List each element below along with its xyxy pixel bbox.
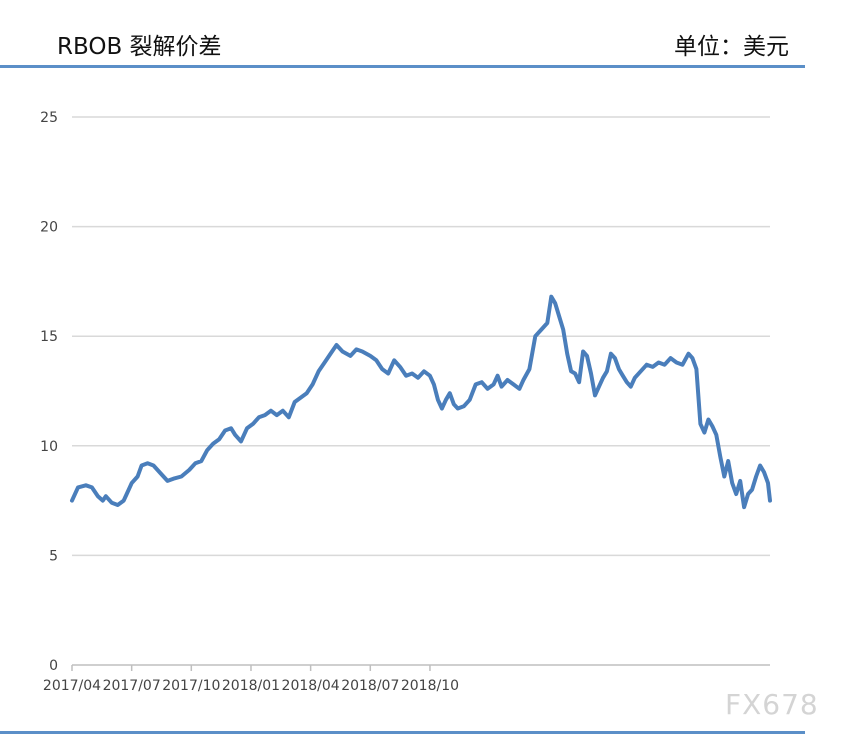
x-tick-label: 2017/04	[43, 678, 101, 694]
chart-title: RBOB 裂解价差	[57, 34, 222, 60]
y-tick-label: 20	[40, 220, 58, 236]
y-tick-label: 10	[40, 439, 58, 455]
x-tick-label: 2018/01	[222, 678, 280, 694]
x-tick-label: 2017/07	[103, 678, 161, 694]
unit-label: 单位：美元	[674, 34, 789, 60]
y-tick-label: 0	[49, 658, 58, 674]
y-tick-label: 5	[49, 548, 58, 564]
header-divider	[0, 65, 805, 68]
x-tick-label: 2017/10	[162, 678, 220, 694]
x-tick-label: 2018/07	[341, 678, 399, 694]
y-tick-label: 15	[40, 329, 58, 345]
series-line-rbob-crack-spread	[70, 294, 772, 510]
x-tick-label: 2018/04	[282, 678, 340, 694]
x-tick-label: 2018/10	[401, 678, 459, 694]
watermark-logo: FX678	[725, 688, 819, 721]
y-tick-label: 25	[40, 110, 58, 126]
footer-divider	[0, 731, 805, 734]
